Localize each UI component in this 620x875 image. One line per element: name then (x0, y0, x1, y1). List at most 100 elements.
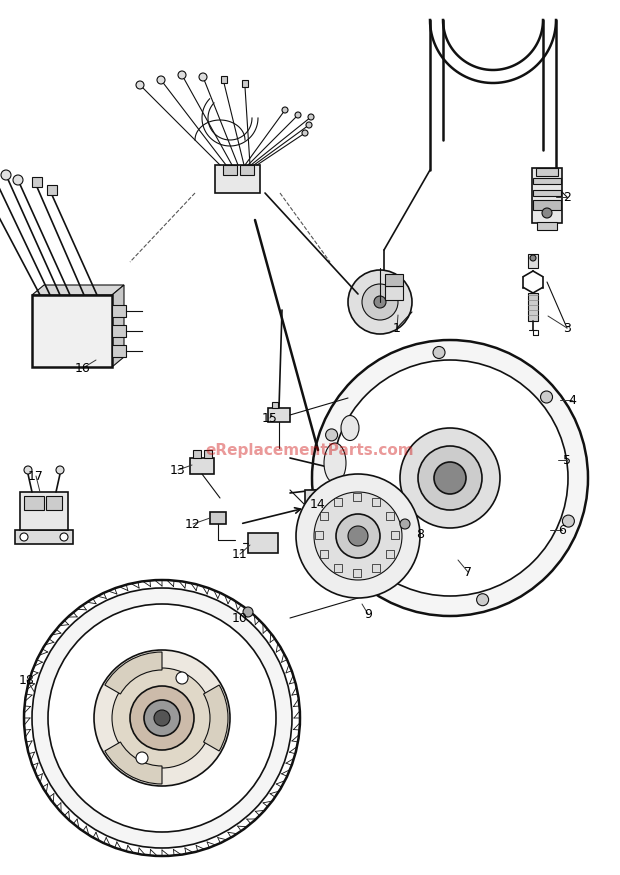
Bar (112, 305, 126, 317)
Bar (204, 450, 212, 458)
Bar (24, 496, 44, 510)
Bar (334, 498, 342, 506)
Circle shape (326, 429, 338, 441)
Polygon shape (32, 285, 124, 295)
Text: eReplacementParts.com: eReplacementParts.com (206, 443, 414, 458)
Text: 12: 12 (185, 517, 201, 530)
Circle shape (308, 114, 314, 120)
Circle shape (136, 752, 148, 764)
Circle shape (477, 594, 489, 605)
Circle shape (309, 495, 317, 503)
Circle shape (314, 492, 402, 580)
Circle shape (1, 170, 11, 180)
Bar (353, 569, 361, 577)
Bar (223, 165, 237, 175)
Text: 13: 13 (170, 464, 186, 477)
Bar (272, 402, 278, 408)
Bar (47, 185, 57, 195)
Bar (240, 165, 254, 175)
Wedge shape (105, 742, 162, 784)
Wedge shape (203, 685, 228, 751)
Circle shape (144, 700, 180, 736)
Text: 3: 3 (563, 321, 571, 334)
Circle shape (130, 686, 194, 750)
Circle shape (562, 515, 574, 527)
Circle shape (348, 270, 412, 334)
Circle shape (24, 580, 300, 856)
Circle shape (306, 122, 312, 128)
Bar (210, 512, 226, 524)
Bar (372, 498, 380, 506)
Bar (372, 564, 380, 572)
Circle shape (94, 650, 230, 786)
Circle shape (530, 255, 536, 261)
Text: 5: 5 (563, 453, 571, 466)
Text: 8: 8 (416, 528, 424, 541)
Circle shape (348, 526, 368, 546)
Bar (193, 450, 201, 458)
Bar (391, 531, 399, 539)
Text: 11: 11 (232, 548, 248, 561)
Circle shape (154, 710, 170, 726)
Text: 15: 15 (262, 411, 278, 424)
Circle shape (433, 346, 445, 359)
Bar (528, 254, 538, 268)
Circle shape (136, 81, 144, 89)
Bar (215, 165, 260, 193)
Bar (532, 168, 562, 223)
Bar (320, 512, 328, 520)
Circle shape (176, 672, 188, 684)
Text: 17: 17 (28, 470, 44, 482)
Circle shape (60, 533, 68, 541)
Bar (536, 168, 558, 176)
Bar (533, 190, 561, 196)
Circle shape (48, 604, 276, 832)
Bar (320, 550, 328, 558)
Circle shape (24, 466, 32, 474)
Circle shape (362, 284, 398, 320)
Bar (353, 493, 361, 501)
Bar (305, 490, 333, 508)
Circle shape (542, 208, 552, 218)
Bar (537, 222, 557, 230)
Bar (385, 286, 403, 300)
Circle shape (363, 569, 375, 580)
Circle shape (400, 428, 500, 528)
Circle shape (282, 107, 288, 113)
Bar (334, 564, 342, 572)
Ellipse shape (341, 416, 359, 440)
Circle shape (157, 76, 165, 84)
Circle shape (541, 391, 552, 403)
Circle shape (332, 360, 568, 596)
Circle shape (418, 446, 482, 510)
Bar (32, 295, 112, 367)
Bar (32, 177, 42, 187)
Text: 14: 14 (310, 498, 326, 510)
Circle shape (336, 514, 380, 558)
Circle shape (302, 130, 308, 136)
Text: 1: 1 (393, 321, 401, 334)
Bar (190, 458, 214, 474)
Text: 7: 7 (464, 565, 472, 578)
Circle shape (178, 71, 186, 79)
Text: 6: 6 (558, 523, 566, 536)
Circle shape (32, 588, 292, 848)
Bar (533, 178, 561, 184)
Circle shape (199, 73, 207, 81)
Bar (112, 345, 126, 357)
Polygon shape (112, 285, 124, 367)
Ellipse shape (324, 443, 346, 483)
Circle shape (434, 462, 466, 494)
Bar (20, 492, 68, 530)
Bar (533, 200, 561, 210)
Bar (242, 80, 248, 87)
Circle shape (13, 175, 23, 185)
Circle shape (400, 519, 410, 529)
Bar (112, 325, 126, 337)
Text: 16: 16 (75, 361, 91, 374)
Circle shape (20, 533, 28, 541)
Bar (385, 274, 403, 286)
Bar (221, 76, 227, 83)
Bar (46, 496, 62, 510)
Circle shape (243, 607, 253, 617)
